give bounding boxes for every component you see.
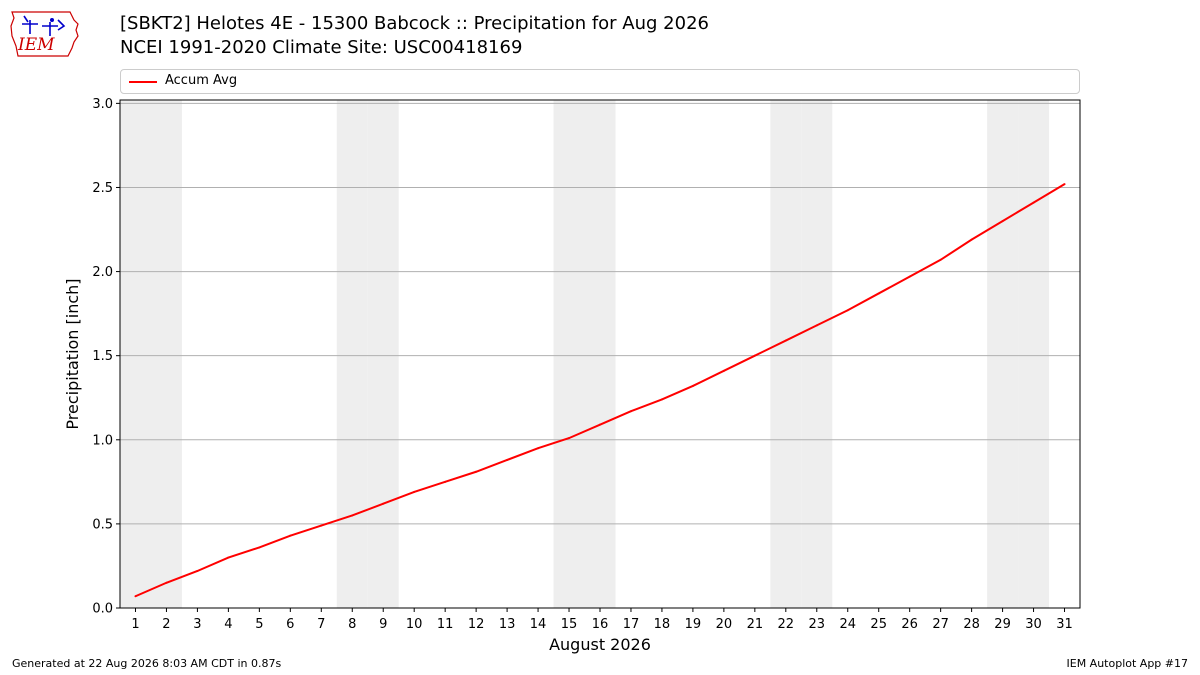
x-tick-label: 7: [317, 617, 325, 632]
data-point: [382, 502, 385, 505]
x-tick-label: 9: [379, 617, 387, 632]
data-point: [660, 398, 663, 401]
x-tick-label: 22: [778, 617, 795, 632]
legend-label: Accum Avg: [165, 73, 238, 88]
x-tick-label: 20: [716, 617, 733, 632]
data-point: [908, 275, 911, 278]
x-tick-label: 4: [224, 617, 232, 632]
x-tick-label: 12: [468, 617, 485, 632]
x-tick-label: 28: [963, 617, 980, 632]
weekend-band: [553, 100, 585, 608]
weather-station-icon: [22, 15, 66, 36]
data-point: [877, 292, 880, 295]
data-point: [939, 258, 942, 261]
x-tick-label: 23: [809, 617, 826, 632]
data-point: [196, 569, 199, 572]
y-axis-label: Precipitation [inch]: [63, 278, 82, 429]
y-tick-label: 1.5: [92, 349, 113, 364]
data-point: [165, 581, 168, 584]
data-point: [258, 546, 261, 549]
x-tick-label: 2: [162, 617, 170, 632]
data-point: [1001, 220, 1004, 223]
sensor-dot-icon: [50, 18, 54, 22]
data-point: [784, 339, 787, 342]
x-tick-label: 18: [654, 617, 671, 632]
x-tick-label: 19: [685, 617, 702, 632]
data-point: [970, 238, 973, 241]
data-point: [475, 470, 478, 473]
series-layer: [134, 183, 1066, 598]
x-tick-label: 17: [623, 617, 640, 632]
data-point: [413, 490, 416, 493]
data-point: [599, 423, 601, 426]
x-axis-label: August 2026: [549, 635, 651, 654]
weekend-band: [584, 100, 616, 608]
x-tick-label: 5: [255, 617, 263, 632]
x-tick-label: 13: [499, 617, 516, 632]
iem-logo: IEM: [10, 11, 79, 57]
data-point: [1032, 201, 1035, 204]
x-tick-label: 29: [994, 617, 1011, 632]
legend-swatch: [129, 81, 157, 83]
x-tick-label: 6: [286, 617, 294, 632]
data-point: [1063, 183, 1066, 186]
weekend-band: [770, 100, 802, 608]
x-tick-label: 8: [348, 617, 356, 632]
legend: Accum Avg: [120, 69, 1080, 94]
data-point: [629, 410, 632, 413]
y-tick-label: 2.0: [92, 265, 113, 280]
x-tick-label: 16: [592, 617, 609, 632]
data-point: [227, 556, 230, 559]
weekend-band: [1018, 100, 1050, 608]
x-tick-label: 21: [747, 617, 764, 632]
data-point: [506, 458, 509, 461]
data-point: [444, 480, 447, 483]
data-point: [846, 309, 849, 312]
data-point: [289, 534, 292, 537]
chart-title: [SBKT2] Helotes 4E - 15300 Babcock :: Pr…: [120, 13, 709, 34]
y-tick-label: 3.0: [92, 97, 113, 112]
data-point: [320, 524, 323, 527]
x-tick-label: 3: [193, 617, 201, 632]
x-tick-label: 27: [932, 617, 949, 632]
x-tick-label: 10: [406, 617, 423, 632]
weekend-band: [367, 100, 399, 608]
x-tick-label: 31: [1056, 617, 1073, 632]
weekend-bands: [120, 100, 1050, 608]
data-point: [351, 514, 354, 517]
weekend-band: [120, 100, 151, 608]
y-axis: 0.0 0.5 1.0 1.5 2.0 2.5 3.0: [92, 97, 120, 617]
x-axis: 1 2 3 4 5 6 7 8 9 10 11 12 13 14 15 16 17 18 19 20 21 22 23 24 2…: [131, 608, 1073, 632]
x-tick-label: 25: [870, 617, 887, 632]
weekend-band: [801, 100, 833, 608]
logo-text: IEM: [17, 35, 55, 55]
data-point: [134, 595, 137, 598]
y-tick-label: 0.0: [92, 602, 113, 617]
data-point: [722, 369, 725, 372]
data-point: [537, 447, 540, 450]
x-tick-label: 30: [1025, 617, 1042, 632]
x-tick-label: 15: [561, 617, 578, 632]
x-tick-label: 14: [530, 617, 547, 632]
y-tick-label: 0.5: [92, 517, 113, 532]
x-tick-label: 24: [839, 617, 856, 632]
weekend-band: [987, 100, 1019, 608]
data-point: [568, 437, 571, 440]
weekend-band: [336, 100, 368, 608]
y-tick-label: 2.5: [92, 181, 113, 196]
x-tick-label: 1: [131, 617, 139, 632]
data-point: [753, 354, 756, 357]
iowa-outline-icon: [10, 11, 79, 57]
x-tick-label: 26: [901, 617, 918, 632]
footer-app: IEM Autoplot App #17: [1066, 657, 1189, 670]
x-tick-label: 11: [437, 617, 454, 632]
y-tick-label: 1.0: [92, 433, 113, 448]
chart-subtitle: NCEI 1991-2020 Climate Site: USC00418169: [120, 37, 523, 58]
data-point: [815, 324, 818, 327]
footer-generated: Generated at 22 Aug 2026 8:03 AM CDT in …: [12, 657, 282, 670]
data-point: [691, 384, 694, 387]
weekend-band: [150, 100, 182, 608]
